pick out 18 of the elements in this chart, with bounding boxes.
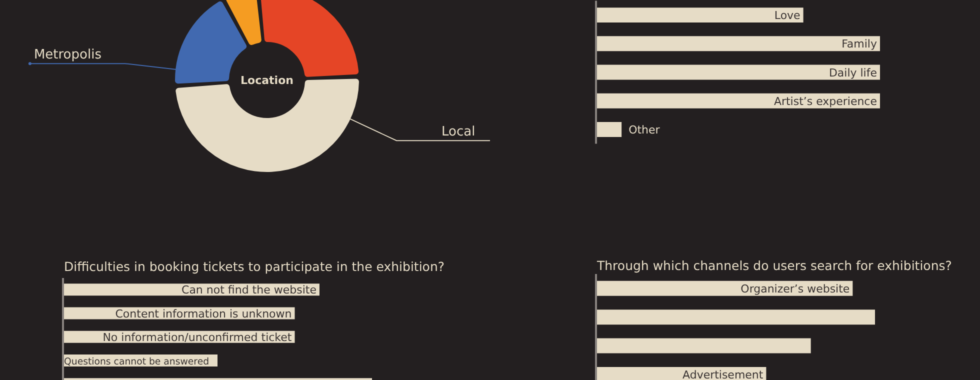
slice-label: Local (442, 124, 476, 140)
text: Location (240, 74, 294, 87)
y-tick-label: Daily life (828, 66, 878, 80)
y-tick-label: Artist’s experience (774, 94, 878, 108)
y-tick-label: Questions cannot be answered (64, 356, 210, 368)
bar (596, 310, 875, 325)
y-tick-label: Advertisement (682, 368, 764, 380)
y-tick-label: Other (628, 123, 660, 136)
y-tick-label: Organizer’s website (740, 282, 850, 296)
bar (596, 338, 811, 354)
y-tick-label: Content information is unknown (115, 307, 292, 320)
legend-label: Metropolis (34, 48, 102, 63)
y-tick-label: No information/unconfirmed ticket (102, 330, 292, 344)
chart-title: Difficulties in booking tickets to participate in the exhibition? (64, 259, 444, 274)
y-tick-label: Can not find the website (182, 284, 317, 297)
y-tick-label: Love (774, 9, 801, 22)
y-tick-label: Family (842, 38, 878, 51)
chart-title: Through which channels do users search for exhibitions? (597, 258, 952, 273)
